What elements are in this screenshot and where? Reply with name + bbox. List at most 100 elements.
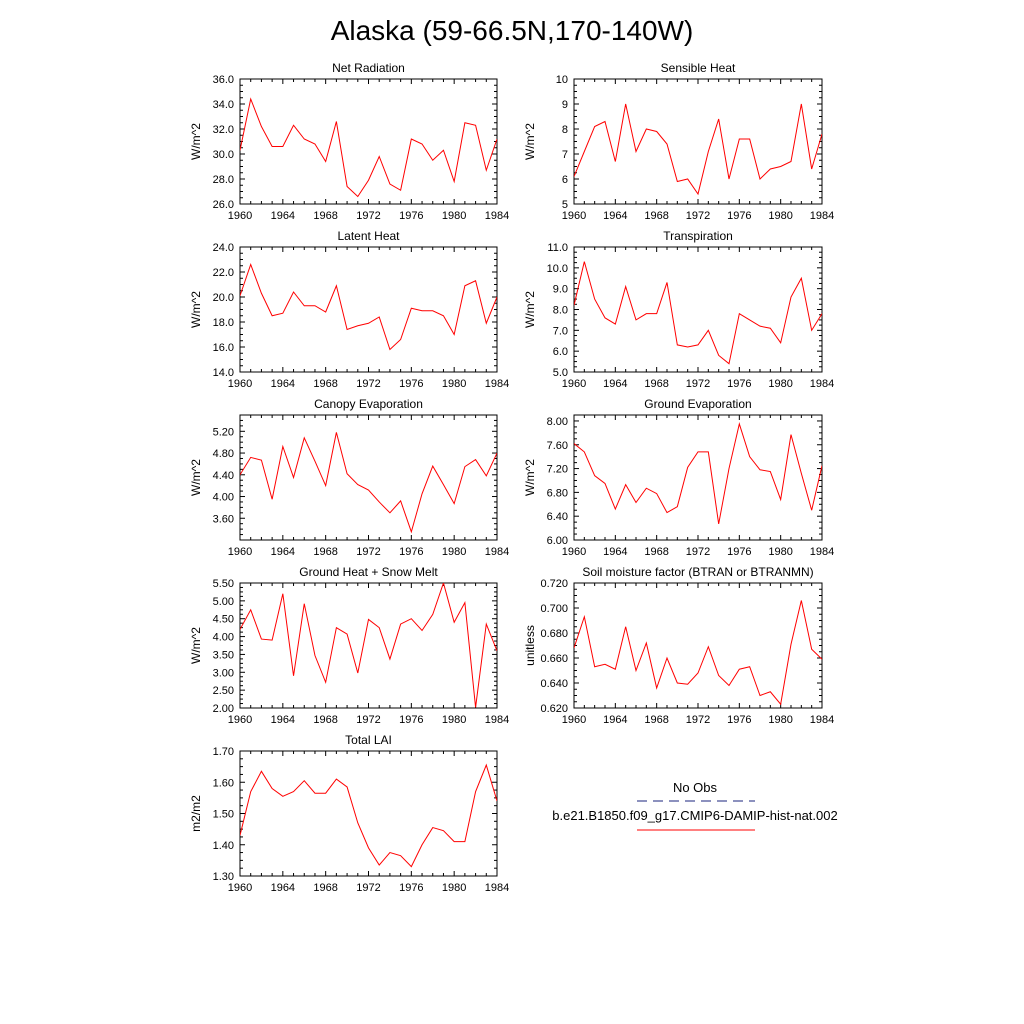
plot-frame (573, 78, 823, 205)
y-tick-label: 8 (562, 124, 568, 136)
x-tick-label: 1960 (228, 546, 252, 558)
x-tick-label: 1960 (562, 546, 586, 558)
y-tick-label: 26.0 (213, 199, 234, 211)
y-tick-label: 0.680 (540, 628, 568, 640)
y-tick-label: 1.60 (213, 777, 234, 789)
x-tick-label: 1976 (727, 378, 751, 390)
x-tick-label: 1972 (356, 210, 380, 222)
plot-frame (239, 246, 498, 373)
x-tick-label: 1968 (644, 546, 668, 558)
plot-frame (573, 582, 823, 709)
x-tick-label: 1980 (768, 378, 792, 390)
x-tick-label: 1964 (603, 378, 627, 390)
x-tick-label: 1984 (810, 378, 834, 390)
x-tick-label: 1984 (810, 714, 834, 726)
x-tick-label: 1964 (271, 378, 295, 390)
chart-panel-transpiration: Transpiration W/m^2 1960 1964 1968 1972 1976 19… (523, 229, 834, 390)
y-tick-label: 7.0 (553, 325, 568, 337)
y-tick-label: 3.60 (213, 513, 234, 525)
x-tick-label: 1960 (562, 210, 586, 222)
x-tick-label: 1972 (686, 378, 710, 390)
x-tick-label: 1976 (727, 546, 751, 558)
y-tick-label: 6 (562, 174, 568, 186)
y-tick-label: 0.700 (540, 603, 568, 615)
y-tick-label: 18.0 (213, 317, 234, 329)
y-tick-label: 30.0 (213, 149, 234, 161)
x-tick-label: 1976 (727, 210, 751, 222)
y-axis-label: W/m^2 (189, 123, 203, 160)
y-axis-label: W/m^2 (523, 459, 537, 496)
y-tick-label: 2.00 (213, 703, 234, 715)
x-tick-label: 1960 (562, 378, 586, 390)
y-tick-label: 8.0 (553, 305, 568, 317)
panel-title: Ground Evaporation (644, 397, 751, 411)
x-tick-label: 1976 (399, 378, 423, 390)
chart-panel-ground-heat-snow-melt: Ground Heat + Snow Melt W/m^2 1960 1964 1968… (189, 565, 509, 726)
x-tick-label: 1980 (768, 546, 792, 558)
figure-title: Alaska (59-66.5N,170-140W) (331, 15, 694, 46)
x-tick-label: 1972 (356, 546, 380, 558)
panel-title: Soil moisture factor (BTRAN or BTRANMN) (582, 565, 813, 579)
chart-panel-ground-evaporation: Ground Evaporation W/m^2 1960 1964 1968 1972 1… (523, 397, 834, 558)
x-tick-label: 1976 (399, 210, 423, 222)
x-tick-label: 1980 (442, 546, 466, 558)
y-axis-label: W/m^2 (189, 291, 203, 328)
x-tick-label: 1976 (399, 546, 423, 558)
x-tick-label: 1984 (485, 546, 509, 558)
panel-title: Transpiration (663, 229, 733, 243)
y-tick-label: 9 (562, 99, 568, 111)
y-tick-label: 34.0 (213, 99, 234, 111)
y-tick-label: 36.0 (213, 74, 234, 86)
y-tick-label: 3.00 (213, 667, 234, 679)
y-tick-label: 7.20 (547, 464, 568, 476)
y-tick-label: 28.0 (213, 174, 234, 186)
y-tick-label: 7 (562, 149, 568, 161)
legend-label-model: b.e21.B1850.f09_g17.CMIP6-DAMIP-hist-nat… (552, 808, 837, 823)
x-tick-label: 1960 (228, 714, 252, 726)
y-axis-label: unitless (523, 625, 537, 666)
x-tick-label: 1968 (644, 210, 668, 222)
y-axis-label: m2/m2 (189, 795, 203, 832)
x-tick-label: 1976 (399, 714, 423, 726)
plot-frame (573, 246, 823, 373)
y-tick-label: 4.00 (213, 492, 234, 504)
y-tick-label: 4.80 (213, 448, 234, 460)
x-tick-label: 1964 (271, 210, 295, 222)
y-tick-label: 10.0 (547, 263, 568, 275)
y-tick-label: 1.50 (213, 809, 234, 821)
y-tick-label: 0.620 (540, 703, 568, 715)
x-tick-label: 1980 (768, 210, 792, 222)
x-tick-label: 1972 (686, 714, 710, 726)
y-tick-label: 0.720 (540, 578, 568, 590)
y-tick-label: 14.0 (213, 367, 234, 379)
panels: Net Radiation W/m^2 1960 1964 1968 1972 1976 19… (189, 61, 834, 894)
y-tick-label: 10 (556, 74, 568, 86)
y-tick-label: 1.70 (213, 746, 234, 758)
panel-title: Latent Heat (337, 229, 400, 243)
chart-panel-total-lai: Total LAI m2/m2 1960 1964 1968 1972 1976 1980 19… (189, 733, 509, 894)
y-tick-label: 4.00 (213, 632, 234, 644)
x-tick-label: 1972 (686, 546, 710, 558)
x-tick-label: 1980 (442, 378, 466, 390)
x-tick-label: 1976 (399, 882, 423, 894)
series-line (574, 261, 822, 365)
y-tick-label: 0.660 (540, 653, 568, 665)
x-tick-label: 1984 (485, 210, 509, 222)
y-tick-label: 5.20 (213, 426, 234, 438)
x-tick-label: 1964 (603, 546, 627, 558)
panel-title: Total LAI (345, 733, 392, 747)
panel-title: Sensible Heat (661, 61, 736, 75)
series-line (240, 432, 497, 534)
chart-panel-latent-heat: Latent Heat W/m^2 1960 1964 1968 1972 1976 1980… (189, 229, 509, 390)
x-tick-label: 1968 (313, 714, 337, 726)
legend-label-no-obs: No Obs (673, 780, 718, 795)
legend: No Obs b.e21.B1850.f09_g17.CMIP6-DAMIP-h… (552, 780, 838, 831)
panel-title: Canopy Evaporation (314, 397, 423, 411)
y-axis-label: W/m^2 (189, 459, 203, 496)
y-tick-label: 5.0 (553, 367, 568, 379)
y-tick-label: 6.00 (547, 535, 568, 547)
x-tick-label: 1980 (768, 714, 792, 726)
x-tick-label: 1984 (485, 378, 509, 390)
series-line (240, 263, 497, 351)
